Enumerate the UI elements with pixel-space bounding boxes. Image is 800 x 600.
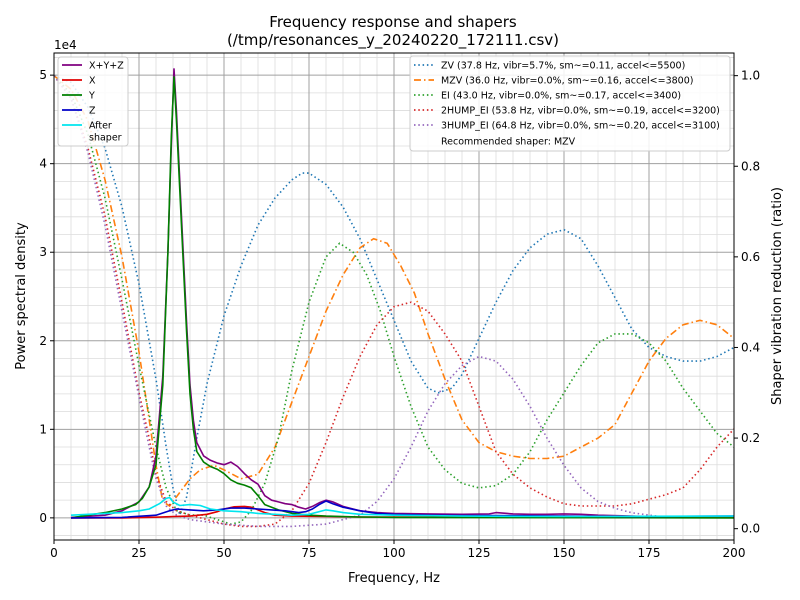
y-axis-label: Power spectral density [14, 222, 29, 370]
x-tick-label: 100 [383, 546, 406, 560]
y-tick-label: 4 [39, 157, 47, 171]
x-axis-ticks: 0 25 50 75 100 125 150 175 200 [50, 540, 745, 560]
y2-tick-label: 0.0 [741, 522, 760, 536]
x-tick-label: 75 [301, 546, 316, 560]
x-tick-label: 125 [468, 546, 491, 560]
chart-title: Frequency response and shapers [269, 13, 517, 31]
legend-recommended-note: Recommended shaper: MZV [441, 137, 576, 148]
chart-subtitle: (/tmp/resonances_y_20240220_172111.csv) [227, 31, 559, 50]
y-tick-label: 0 [39, 511, 47, 525]
y-exponent-label: 1e4 [54, 38, 77, 52]
y-tick-label: 5 [39, 68, 47, 82]
legend-psd-label: After shaper [89, 121, 122, 144]
legend-shaper-label: 3HUMP_EI (64.8 Hz, vibr=0.0%, sm~=0.20, … [441, 121, 720, 132]
y2-axis-ticks: 0.0 0.2 0.4 0.6 0.8 1.0 [734, 69, 760, 536]
series-x-y-z-line [70, 68, 735, 519]
x-tick-label: 0 [50, 546, 58, 560]
x-tick-label: 200 [723, 546, 746, 560]
legend-psd-label: Z [89, 106, 96, 117]
legend-shaper-label: MZV (36.0 Hz, vibr=0.0%, sm~=0.16, accel… [441, 76, 693, 87]
legend-shaper-label: EI (43.0 Hz, vibr=0.0%, sm~=0.17, accel<… [441, 91, 681, 102]
legend-psd-label: X+Y+Z [89, 61, 124, 72]
x-tick-label: 25 [131, 546, 146, 560]
y2-tick-label: 0.6 [741, 250, 760, 264]
series-2hump-ei-line [53, 75, 735, 528]
y-axis-ticks: 0 1 2 3 4 5 [39, 68, 54, 525]
y-tick-label: 2 [39, 334, 47, 348]
y-tick-label: 1 [39, 422, 47, 436]
y2-tick-label: 0.8 [741, 159, 760, 173]
series-zv-line [53, 74, 735, 518]
y-tick-label: 3 [39, 245, 47, 259]
legend-psd-label: X [89, 76, 96, 87]
legend-shaper-label: 2HUMP_EI (53.8 Hz, vibr=0.0%, sm~=0.19, … [441, 106, 720, 117]
legend-psd-label: Y [88, 91, 95, 102]
series-after-shaper-line [70, 496, 735, 518]
y2-tick-label: 0.4 [741, 340, 760, 354]
legend-shapers: ZV (37.8 Hz, vibr=5.7%, sm~=0.11, accel<… [409, 55, 731, 152]
x-axis-label: Frequency, Hz [348, 571, 440, 586]
legend-shaper-label: ZV (37.8 Hz, vibr=5.7%, sm~=0.11, accel<… [441, 61, 685, 72]
x-tick-label: 50 [216, 546, 231, 560]
series-3hump-ei-line [53, 75, 734, 528]
x-tick-label: 175 [638, 546, 661, 560]
legend-psd: X+Y+Z XYZ After shaper [57, 56, 129, 147]
y2-axis-label: Shaper vibration reduction (ratio) [770, 187, 785, 405]
series-layer [53, 68, 735, 528]
y2-tick-label: 1.0 [741, 69, 760, 83]
x-tick-label: 150 [553, 546, 576, 560]
y2-tick-label: 0.2 [741, 431, 760, 445]
series-ei-line [53, 75, 735, 525]
legend-shapers-frame [409, 55, 731, 152]
